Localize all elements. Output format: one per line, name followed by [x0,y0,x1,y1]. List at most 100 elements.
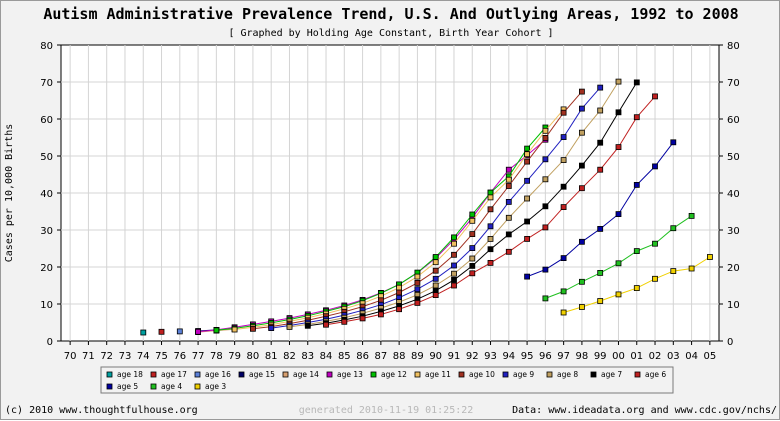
footer-source: Data: www.ideadata.org and www.cdc.gov/n… [512,405,777,416]
data-point [487,194,494,201]
x-tick-label: 71 [82,351,95,362]
legend-label: age 6 [645,370,666,379]
legend-item: age 16 [194,370,231,379]
y-tick-label: 20 [40,263,53,274]
legend-swatch [106,383,113,390]
data-point [396,306,403,313]
data-point [560,255,567,262]
y-tick-label-right: 20 [727,263,740,274]
data-point [560,288,567,295]
data-point [432,292,439,299]
legend-item: age 5 [106,382,138,391]
data-point [469,245,476,252]
x-tick-label: 86 [356,351,369,362]
x-tick-label: 96 [539,351,552,362]
y-tick-label: 70 [40,78,53,89]
data-point [414,273,421,280]
legend-label: age 15 [249,370,275,379]
data-point [414,299,421,306]
x-tick-label: 00 [612,351,625,362]
legend-swatch [194,383,201,390]
grid-lines [61,45,719,341]
data-point [615,109,622,116]
legend-item: age 13 [326,370,363,379]
legend-label: age 17 [161,370,187,379]
y-axis-label: Cases per 10,000 Births [4,124,15,262]
data-point [579,129,585,136]
legend-label: age 12 [381,370,407,379]
x-tick-label: 92 [466,351,479,362]
legend-label: age 7 [601,370,622,379]
data-point [359,315,366,322]
legend-swatch [546,371,553,378]
data-point [487,189,494,196]
data-point [231,326,238,333]
data-point [597,225,604,232]
data-point [615,291,622,298]
data-point [195,328,202,335]
data-point [487,223,494,230]
data-point [505,183,512,189]
x-tick-label: 05 [703,351,716,362]
data-point [505,214,512,221]
data-point [597,298,604,304]
data-point [304,322,311,329]
data-point [432,275,439,282]
legend-item: age 7 [590,370,622,379]
data-point [505,166,512,173]
chart-title: Autism Administrative Prevalence Trend, … [43,5,738,23]
data-point [542,176,549,183]
legend-item: age 6 [634,370,666,379]
data-point [615,144,622,151]
legend-item: age 14 [282,370,319,379]
data-point [597,166,604,173]
legend-label: age 16 [205,370,231,379]
x-tick-label: 77 [192,351,205,362]
data-point [451,234,457,241]
data-point [579,238,585,245]
x-tick-label: 70 [64,351,77,362]
x-tick-label: 03 [667,351,680,362]
data-point [670,139,677,146]
y-tick-label: 0 [47,337,53,348]
data-point [451,270,457,277]
x-tick-label: 02 [649,351,662,362]
x-tick-label: 73 [119,351,132,362]
x-tick-label: 76 [173,351,186,362]
data-point [542,224,549,231]
x-tick-label: 72 [100,351,113,362]
data-point [487,235,494,242]
data-point [560,309,567,316]
data-point [597,84,604,91]
x-tick-label: 93 [484,351,497,362]
legend-swatch [238,371,245,378]
legend-label: age 13 [337,370,363,379]
data-point [579,105,585,112]
data-point [707,254,713,260]
legend-label: age 18 [117,370,143,379]
y-tick-label: 30 [40,226,53,237]
data-point [688,265,695,272]
data-point [469,262,476,269]
data-point [469,270,476,277]
legend-label: age 11 [425,370,451,379]
x-tick-label: 88 [393,351,406,362]
series-layer [140,78,713,336]
data-point [505,248,512,255]
data-point [542,266,549,273]
series-age-17 [158,328,165,335]
x-tick-label: 79 [228,351,241,362]
legend-swatch [282,371,289,378]
y-tick-label-right: 80 [727,41,740,52]
data-point [633,285,640,292]
legend-item: age 11 [414,370,451,379]
y-tick-label: 80 [40,41,53,52]
legend-swatch [634,371,641,378]
data-point [249,325,256,332]
x-tick-label: 83 [301,351,314,362]
y-tick-label-right: 70 [727,78,740,89]
y-tick-label-right: 40 [727,189,740,200]
data-point [597,269,604,276]
x-tick-label: 95 [521,351,534,362]
data-point [213,327,220,334]
